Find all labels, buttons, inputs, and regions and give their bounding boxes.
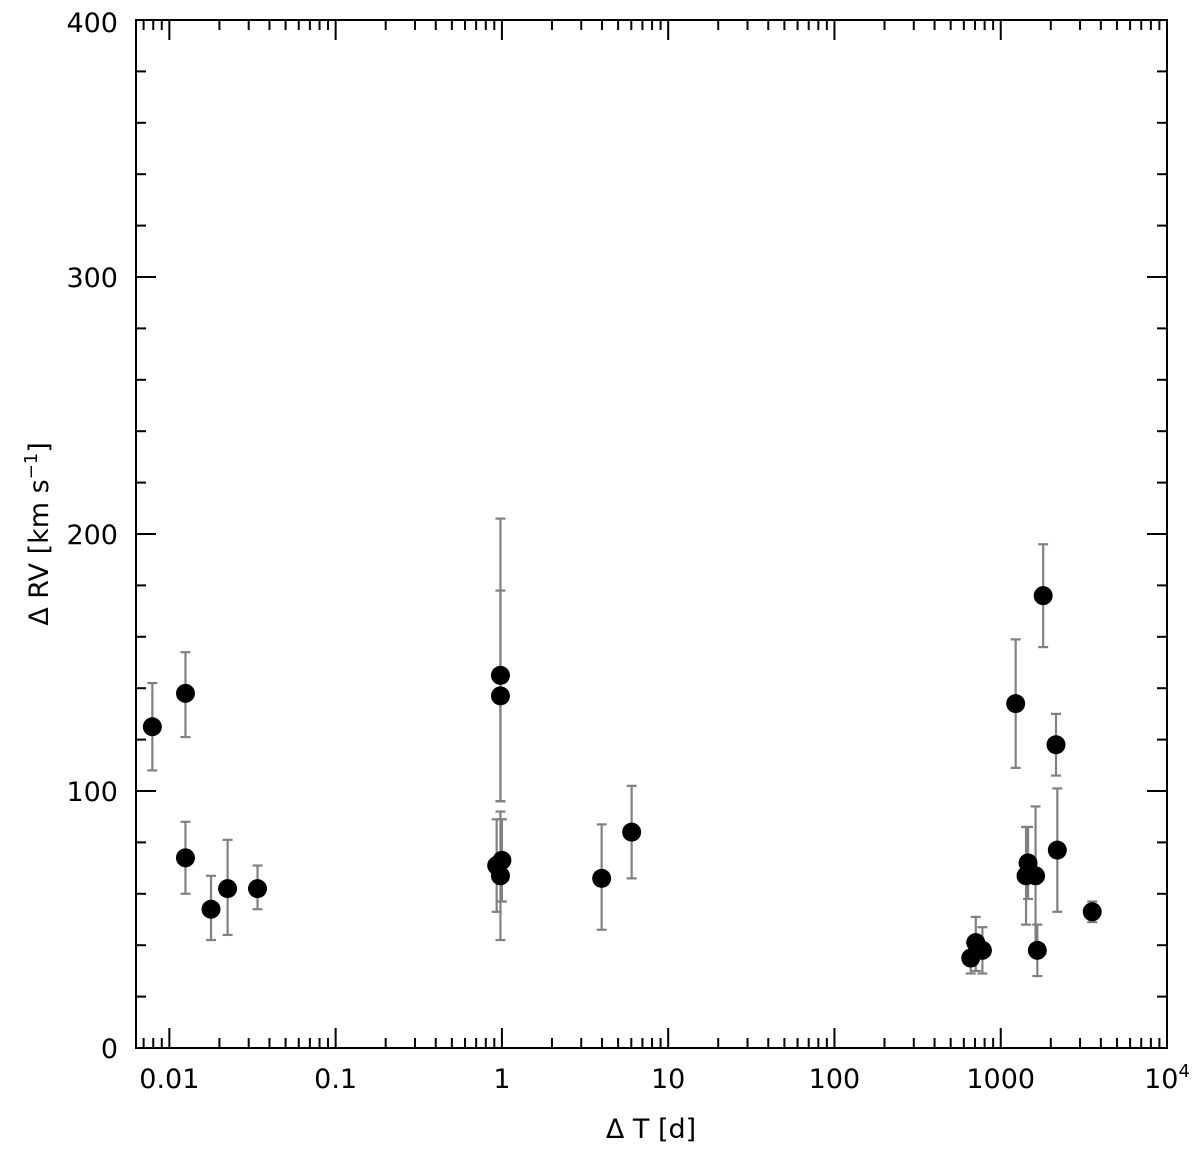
y-axis-label-main: Δ RV [km s: [24, 479, 55, 626]
data-point: [490, 866, 510, 886]
x-tick-label: 104: [1144, 1061, 1190, 1095]
x-tick-label: 10: [651, 1064, 685, 1095]
data-point: [622, 822, 642, 842]
data-point: [1006, 694, 1026, 714]
axis-ticks: [136, 19, 1168, 1049]
y-tick-label: 300: [66, 263, 118, 294]
error-bars: [147, 517, 1098, 978]
data-point: [1033, 586, 1053, 606]
data-point: [218, 879, 238, 899]
data-point: [490, 665, 510, 685]
x-tick-label: 0.01: [139, 1064, 199, 1095]
data-point: [1027, 940, 1047, 960]
data-point: [972, 940, 992, 960]
data-point: [1026, 866, 1046, 886]
y-axis-label-close: ]: [24, 442, 55, 453]
x-tick-label: 1000: [966, 1064, 1035, 1095]
x-tick-label-text: 10: [651, 1064, 685, 1095]
x-tick-label: 100: [809, 1064, 861, 1095]
data-points: [142, 586, 1102, 968]
data-point: [1046, 735, 1066, 755]
x-tick-label-exponent: 4: [1178, 1061, 1189, 1082]
data-point: [175, 683, 195, 703]
data-point: [248, 879, 268, 899]
data-point: [201, 899, 221, 919]
y-tick-label: 0: [101, 1034, 118, 1065]
data-point: [592, 868, 612, 888]
x-axis-label: Δ T [d]: [606, 1114, 696, 1145]
x-tick-label-text: 100: [809, 1064, 861, 1095]
x-tick-label-text: 0.01: [139, 1064, 199, 1095]
y-axis-label: Δ RV [km s−1]: [21, 442, 55, 626]
data-point: [1082, 902, 1102, 922]
x-tick-label: 1: [493, 1064, 510, 1095]
x-tick-label-text: 0.1: [314, 1064, 357, 1095]
y-tick-label: 200: [66, 520, 118, 551]
data-point: [490, 686, 510, 706]
data-point: [1047, 840, 1067, 860]
x-tick-label: 0.1: [314, 1064, 357, 1095]
plot-frame: [135, 19, 1168, 1049]
data-point: [142, 717, 162, 737]
y-tick-label: 400: [66, 8, 118, 39]
x-tick-label-text: 10: [1144, 1064, 1178, 1095]
data-point: [492, 850, 512, 870]
data-point: [175, 848, 195, 868]
x-tick-label-text: 1: [493, 1064, 510, 1095]
x-tick-label-text: 1000: [966, 1064, 1035, 1095]
y-axis-label-exponent: −1: [21, 453, 42, 480]
y-tick-label: 100: [66, 777, 118, 808]
